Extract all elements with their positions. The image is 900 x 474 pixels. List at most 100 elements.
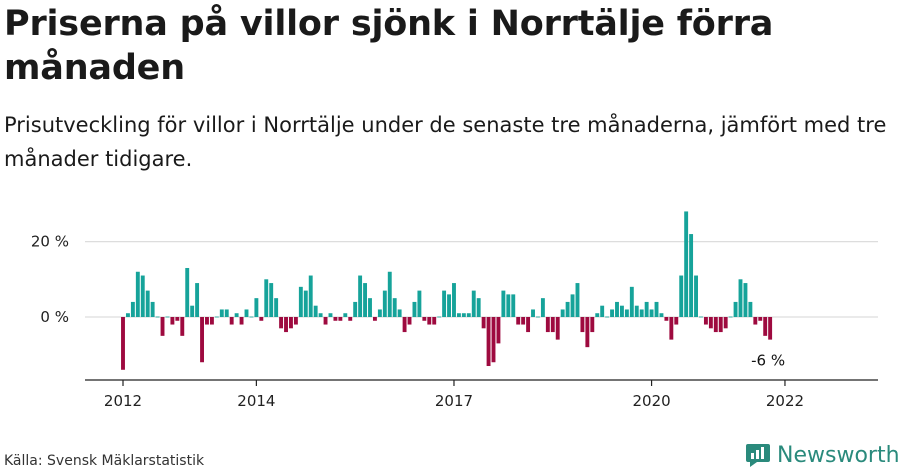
bar [185, 267, 190, 317]
bar [279, 317, 284, 329]
bar [382, 290, 387, 317]
bar [654, 301, 659, 317]
bar [289, 317, 293, 329]
bar [699, 316, 703, 318]
bar [323, 317, 328, 325]
bar [239, 317, 244, 325]
bar [175, 317, 180, 321]
bar [284, 317, 288, 333]
x-tick-label: 2017 [435, 392, 473, 410]
bar [461, 313, 466, 317]
bar [619, 305, 624, 317]
x-axis-ticks: 2012 2014 2017 2020 2022 [104, 380, 804, 410]
bar [363, 283, 368, 317]
bar [407, 317, 412, 325]
bar [180, 317, 185, 336]
bar [308, 275, 313, 317]
bar [343, 313, 348, 317]
bar [531, 309, 535, 317]
bar [254, 298, 259, 317]
bar [249, 316, 254, 318]
bar [486, 317, 491, 367]
bar [605, 316, 610, 318]
bar [669, 317, 674, 340]
bar [644, 301, 649, 317]
bar [748, 301, 753, 317]
bar [639, 309, 644, 317]
bar [684, 211, 689, 317]
bar [130, 301, 135, 317]
bar [496, 317, 501, 344]
newsworthy-logo[interactable]: Newsworthy [745, 442, 900, 468]
bar [506, 294, 511, 317]
bar [195, 283, 200, 317]
last-value-label: -6 % [751, 352, 785, 370]
bar [447, 294, 451, 317]
bar [694, 275, 698, 317]
bar-chart: 0 % 20 % 2012 2014 2017 2020 2022 -6 % [31, 211, 878, 410]
bar [536, 316, 540, 318]
bar [703, 317, 708, 325]
bar [293, 317, 298, 325]
bar [689, 234, 694, 317]
bar [758, 317, 763, 321]
bar [768, 317, 773, 340]
bar [358, 275, 363, 317]
bar [412, 301, 417, 317]
bar [738, 279, 743, 317]
bar [303, 290, 308, 317]
bar [318, 313, 323, 317]
bar [259, 317, 264, 321]
bar [664, 317, 669, 321]
bar [624, 309, 629, 317]
bar [763, 317, 768, 336]
bar [570, 294, 575, 317]
bar [713, 317, 718, 333]
bar [476, 298, 481, 317]
bar [160, 317, 165, 336]
bar [150, 301, 155, 317]
bar [723, 317, 728, 329]
bar [338, 317, 343, 321]
bar [333, 317, 338, 321]
bar [634, 305, 639, 317]
bar [200, 317, 204, 363]
bar [674, 317, 679, 325]
bar [387, 271, 392, 317]
bars [121, 211, 773, 370]
bar [298, 286, 303, 317]
bar [526, 317, 531, 333]
bar [402, 317, 407, 333]
bar [491, 317, 496, 363]
bar [481, 317, 486, 329]
chart-subtitle: Prisutveckling för villor i Norrtälje un… [4, 113, 887, 171]
bar [521, 317, 526, 325]
bar [397, 309, 402, 317]
bar [135, 271, 140, 317]
bar [205, 317, 209, 325]
bar [471, 290, 476, 317]
bar [600, 305, 605, 317]
bar [190, 305, 195, 317]
bar [659, 313, 664, 317]
bar [437, 316, 442, 318]
bar [422, 317, 427, 321]
source-note: Källa: Svensk Mäklarstatistik [4, 453, 205, 469]
bar [125, 313, 130, 317]
y-tick-label: 20 % [31, 233, 69, 251]
bar [718, 317, 723, 333]
bar [353, 301, 358, 317]
bar [170, 317, 175, 325]
bar [590, 317, 595, 333]
bar [165, 316, 170, 318]
bar [328, 313, 333, 317]
bar [313, 305, 318, 317]
chart-title: Priserna på villor sjönk i Norrtälje för… [4, 4, 774, 88]
bar [348, 317, 353, 321]
bar [372, 317, 377, 321]
y-axis-labels: 0 % 20 % [31, 233, 69, 326]
bar [466, 313, 471, 317]
bar [274, 298, 279, 317]
bar [540, 298, 545, 317]
bar [501, 290, 506, 317]
